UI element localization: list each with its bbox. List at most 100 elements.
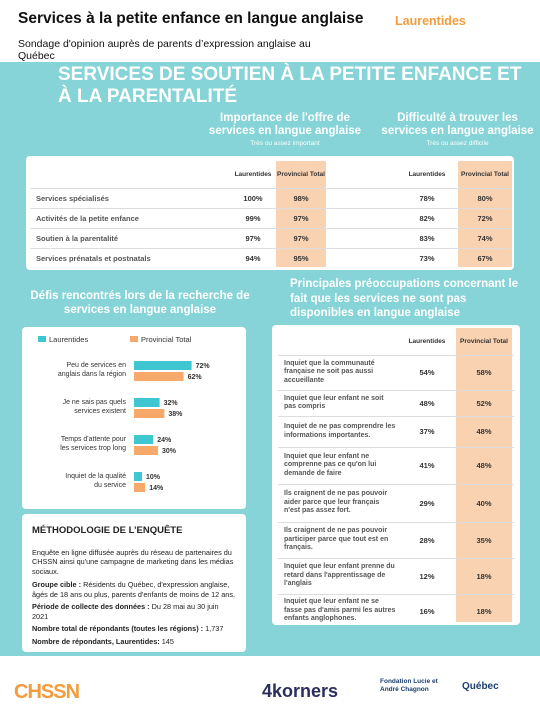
cell: 100%	[243, 193, 263, 203]
value-label: 14%	[149, 485, 164, 492]
methodology-item: Période de collecte des données : Du 28 …	[32, 602, 236, 621]
column-header: Provincial Total	[461, 170, 509, 178]
row-line	[30, 188, 510, 189]
category-label: Peu de services en anglais dans la région	[58, 362, 126, 378]
legend-swatch	[130, 336, 138, 342]
methodology: MÉTHODOLOGIE DE L’ENQUÊTE Enquête en lig…	[22, 514, 246, 652]
logo: Fondation Lucie et André Chagnon	[380, 678, 438, 693]
cell: 12%	[419, 571, 435, 581]
concerns-title: Principales préoccupations concernant le…	[290, 278, 519, 319]
row-line	[278, 594, 514, 595]
row-line	[278, 390, 514, 391]
banner: SERVICES DE SOUTIEN À LA PETITE ENFANCE …	[58, 64, 522, 107]
value-label: 38%	[168, 411, 183, 418]
cell: 18%	[476, 571, 492, 581]
bar-chart: Laurentides Provincial Total Peu de servic…	[38, 335, 210, 492]
column-header: Provincial Total	[460, 338, 508, 345]
column-header: Provincial Total	[277, 170, 325, 178]
row-label: Services spécialisés	[36, 193, 109, 203]
category-label: Temps d'attente pour les services trop lo…	[60, 436, 126, 452]
item-label: Nombre de répondants, Laurentides:	[32, 636, 160, 646]
bar	[134, 446, 158, 455]
item-label: Période de collecte des données :	[32, 602, 150, 611]
column-band	[456, 328, 512, 622]
cell: 29%	[419, 498, 435, 508]
cell: 97%	[293, 233, 309, 243]
cell: 18%	[476, 606, 492, 616]
logo: CHSSN	[14, 681, 80, 703]
value-label: 62%	[188, 374, 203, 381]
bar	[134, 435, 154, 444]
cell: 98%	[293, 193, 309, 203]
item-text: 145	[161, 636, 174, 646]
bar	[134, 372, 184, 381]
cell: 99%	[245, 213, 261, 223]
cell: 35%	[476, 535, 492, 545]
value-label: 30%	[162, 448, 177, 455]
bar	[134, 398, 160, 407]
methodology-intro: Enquête en ligne diffusée auprès du rése…	[32, 547, 234, 576]
methodology-item: Nombre total de répondants (toutes les r…	[32, 624, 236, 634]
row-label: Ils craignent de ne pas pouvoir particip…	[284, 527, 389, 552]
footer: CHSSN 4korners Fondation Lucie et André Ch…	[0, 656, 540, 720]
methodology-title: MÉTHODOLOGIE DE L’ENQUÊTE	[32, 525, 183, 536]
row-label: Inquiet que leur enfant ne soit pas comp…	[284, 394, 384, 411]
cell: 54%	[419, 368, 435, 377]
methodology-items: Groupe cible : Résidents du Québec, d'ex…	[32, 580, 236, 646]
column-header: Laurentides	[408, 338, 446, 345]
column-band	[458, 161, 512, 267]
row-line	[30, 228, 510, 229]
title: Services à la petite enfance en langue a…	[18, 10, 364, 27]
bar	[134, 409, 165, 418]
concerns-table: Laurentides Provincial Total Inquiet que l…	[272, 325, 520, 625]
difficulty-note: Très ou assez difficile	[426, 140, 489, 147]
subtitle: Sondage d'opinion auprès de parents d’ex…	[18, 38, 311, 62]
chart-panel: Laurentides Provincial Total Peu de servic…	[22, 327, 246, 509]
cell: 97%	[245, 233, 261, 243]
category-label: Je ne sais pas quels services existent	[63, 399, 127, 415]
cell: 74%	[477, 233, 493, 243]
row-line	[278, 484, 514, 485]
cell: 94%	[245, 253, 261, 263]
cell: 40%	[476, 498, 492, 508]
row-label: Services prénatals et postnatals	[36, 253, 151, 263]
row-line	[278, 416, 514, 417]
cell: 37%	[419, 427, 435, 436]
region: Laurentides	[395, 14, 466, 28]
cell: 41%	[419, 461, 435, 470]
cell: 28%	[419, 535, 435, 545]
item-label: Nombre total de répondants (toutes les r…	[32, 624, 204, 633]
legend-swatch	[38, 336, 46, 342]
category-label: Inquiet de la qualité du service	[65, 473, 126, 489]
row-line	[30, 208, 510, 209]
cell: 73%	[419, 253, 435, 263]
cell: 48%	[476, 427, 492, 436]
row-label: Soutien à la parentalité	[36, 233, 119, 243]
item-label: Groupe cible :	[32, 580, 82, 589]
row-line	[278, 558, 514, 559]
row-label: Inquiet que la communauté française ne s…	[284, 359, 375, 384]
row-label: Ils craignent de ne pas pouvoir aider pa…	[284, 490, 388, 515]
bar	[134, 483, 146, 492]
row-label: Inquiet que leur enfant ne se fasse pas …	[284, 598, 396, 623]
legend-label: Provincial Total	[141, 335, 192, 344]
value-label: 24%	[157, 437, 172, 444]
column-header: Laurentides	[234, 170, 272, 178]
cell: 95%	[293, 253, 309, 263]
cell: 97%	[293, 213, 309, 223]
methodology-item: Nombre de répondants, Laurentides: 145	[32, 637, 236, 647]
bar	[134, 361, 192, 370]
services-table: Laurentides Provincial Total Laurentides Pr…	[26, 156, 514, 270]
value-label: 10%	[146, 474, 161, 481]
column-header: Laurentides	[408, 170, 446, 178]
difficulty-title: Difficulté à trouver les services en lan…	[381, 112, 534, 137]
value-label: 32%	[164, 400, 179, 407]
chart-title: Défis rencontrés lors de la recherche de…	[30, 290, 250, 316]
logo: 4korners	[262, 681, 339, 701]
item-text: Du 28 mai au 30 juin 2021	[32, 602, 219, 621]
item-text: Résidents du Québec, d'expression anglai…	[32, 580, 236, 599]
row-label: Inquiet que leur enfant prenne du retard…	[284, 563, 395, 588]
row-label: Inquiet que leur enfant ne comprenne pas…	[284, 452, 377, 477]
row-label: Inquiet de ne pas comprendre les informa…	[284, 423, 396, 439]
row-line	[278, 447, 514, 448]
